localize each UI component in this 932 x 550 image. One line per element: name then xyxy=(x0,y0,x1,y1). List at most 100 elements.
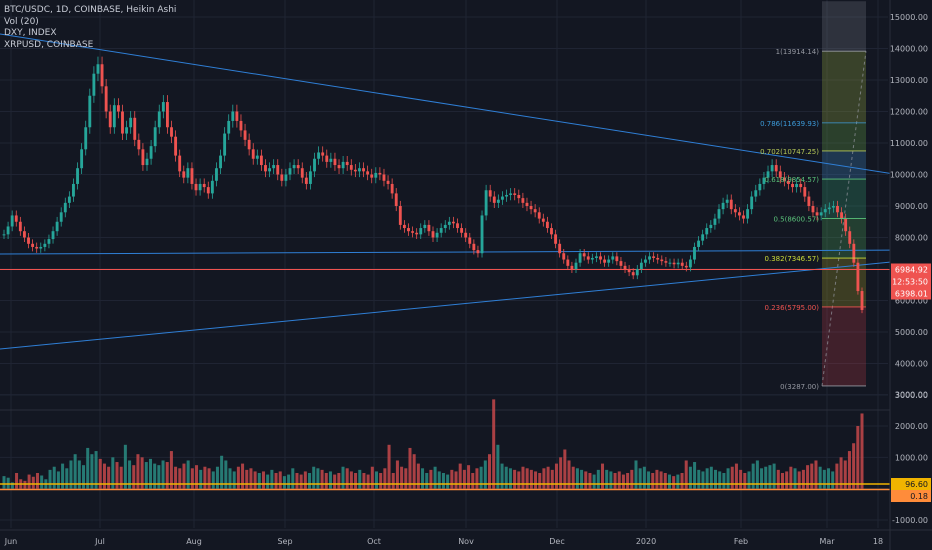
volume-bar xyxy=(584,471,588,489)
candle xyxy=(705,228,709,235)
candle xyxy=(484,190,488,216)
volume-bar xyxy=(328,471,332,489)
candle xyxy=(353,169,357,172)
volume-bar xyxy=(571,466,575,489)
candle xyxy=(521,198,525,203)
volume-bar xyxy=(680,473,684,489)
candle xyxy=(517,194,521,199)
chart-legend: BTC/USDC, 1D, COINBASE, Heikin Ashi Vol … xyxy=(4,5,176,51)
candle xyxy=(161,102,165,112)
candle xyxy=(431,231,435,238)
candle xyxy=(219,155,222,169)
legend-volume[interactable]: Vol (20) xyxy=(4,16,39,27)
candle xyxy=(766,171,770,178)
candle xyxy=(390,183,394,194)
candle xyxy=(762,177,766,184)
time-tick-label: 2020 xyxy=(636,537,656,546)
volume-bar xyxy=(496,444,500,489)
candle xyxy=(803,187,807,197)
price-tick-label: 11000.00 xyxy=(890,139,928,148)
candle xyxy=(599,256,602,260)
legend-xrp[interactable]: XRPUSD, COINBASE xyxy=(4,39,94,50)
candle xyxy=(104,86,108,112)
volume-bar xyxy=(467,465,471,489)
volume-bar xyxy=(61,463,65,489)
volume-bar xyxy=(408,447,412,489)
fib-level-label: 0.786(11639.93) xyxy=(760,120,819,128)
volume-bar xyxy=(655,469,659,489)
candle xyxy=(831,206,835,208)
price-tick-label: 15000.00 xyxy=(890,13,928,22)
volume-bar xyxy=(349,471,353,489)
volume-bar xyxy=(186,460,190,489)
volume-bar xyxy=(257,473,261,489)
volume-bar xyxy=(747,471,751,489)
volume-bar xyxy=(856,426,860,489)
volume-bar xyxy=(178,468,182,489)
volume-bar xyxy=(299,474,303,489)
candle xyxy=(10,215,14,227)
fib-zone xyxy=(822,150,866,180)
candle xyxy=(811,206,815,213)
volume-bar xyxy=(567,460,571,489)
candle xyxy=(174,136,178,156)
lower-trendline xyxy=(0,257,932,350)
volume-bar xyxy=(48,469,52,489)
candle xyxy=(795,183,799,188)
candle xyxy=(182,171,186,178)
candle xyxy=(476,250,480,254)
volume-bar xyxy=(563,449,567,489)
volume-bar xyxy=(617,471,621,489)
fib-zone xyxy=(822,51,866,123)
volume-bar xyxy=(211,471,215,489)
candle xyxy=(578,253,582,263)
candle xyxy=(472,243,476,251)
volume-bar xyxy=(73,454,77,489)
time-tick-label: Feb xyxy=(734,537,748,546)
time-tick-label: Aug xyxy=(186,537,202,546)
candle xyxy=(239,120,243,131)
volume-bar xyxy=(642,466,646,489)
candle xyxy=(59,212,63,222)
volume-bar xyxy=(462,469,466,489)
volume-bar xyxy=(626,473,630,489)
countdown-tag: 12:53:50 xyxy=(892,278,928,287)
volume-bar xyxy=(538,473,542,489)
candle xyxy=(22,231,26,238)
volume-bar xyxy=(479,466,483,489)
volume-bar xyxy=(157,465,161,489)
dxy-value-tag: 96.60 xyxy=(905,480,928,489)
candle xyxy=(235,111,239,121)
candle xyxy=(362,168,365,172)
volume-bar xyxy=(270,469,274,489)
candle xyxy=(329,158,333,162)
volume-bar xyxy=(517,471,521,489)
candle xyxy=(133,117,137,140)
volume-bar xyxy=(2,476,6,489)
candle xyxy=(308,171,312,184)
legend-dxy[interactable]: DXY, INDEX xyxy=(4,28,57,38)
volume-bar xyxy=(65,468,69,489)
price-tick-label: 5000.00 xyxy=(895,328,928,337)
volume-bar xyxy=(801,469,805,489)
volume-bar xyxy=(308,473,312,489)
volume-bar xyxy=(320,469,324,489)
legend-symbol[interactable]: BTC/USDC, 1D, COINBASE, Heikin Ashi xyxy=(4,5,177,15)
candle xyxy=(545,221,549,229)
volume-bar xyxy=(153,463,157,489)
candle xyxy=(541,218,545,222)
candle xyxy=(268,168,272,172)
candle xyxy=(791,183,794,188)
volume-tick-label: 3000.00 xyxy=(895,391,928,400)
volume-bar xyxy=(241,463,245,489)
time-tick-label: Jul xyxy=(94,537,105,546)
time-tick-label: 18 xyxy=(873,537,883,546)
candle xyxy=(533,209,537,213)
volume-bar xyxy=(718,471,722,489)
volume-bar xyxy=(634,460,638,489)
candle xyxy=(733,209,737,213)
volume-bar xyxy=(165,462,169,489)
candle xyxy=(460,228,464,233)
volume-bar xyxy=(772,463,776,489)
